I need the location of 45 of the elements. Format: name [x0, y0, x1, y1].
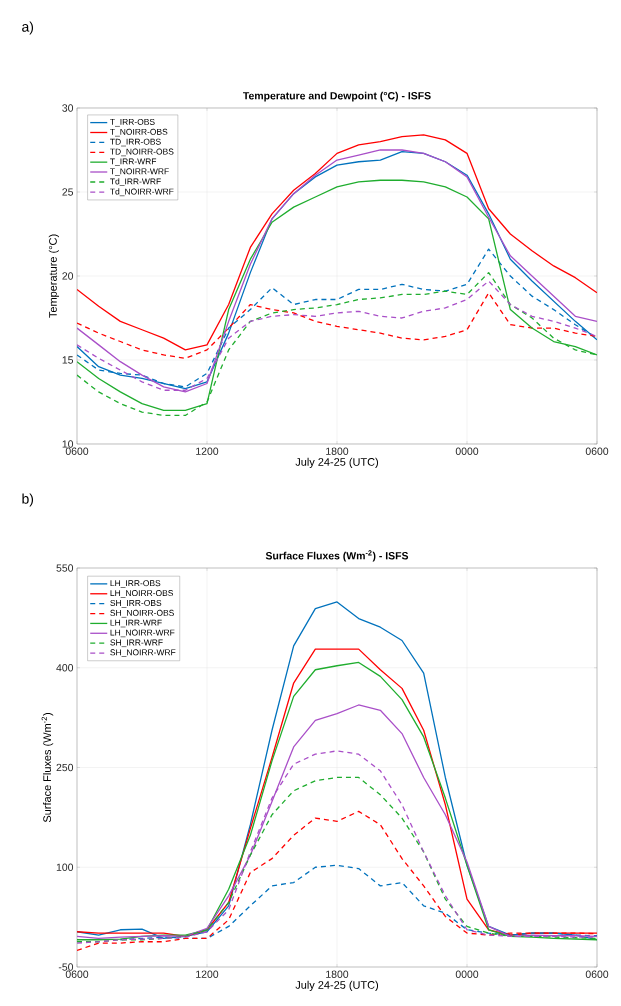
y-tick-label: -50 — [58, 963, 74, 971]
legend-label: SH_IRR-OBS — [110, 599, 162, 608]
legend-label: T_IRR-OBS — [110, 118, 155, 127]
x-tick-label: 0000 — [455, 970, 479, 978]
x-axis-title: July 24-25 (UTC) — [295, 980, 379, 991]
legend-label: LH_IRR-WRF — [110, 619, 162, 628]
y-tick-label: 15 — [62, 356, 74, 364]
x-axis-title: July 24-25 (UTC) — [295, 457, 379, 468]
chart-title: Surface Fluxes (Wm$^{-2}$) - ISFS — [265, 550, 409, 562]
y-axis-title: Surface Fluxes (Wm$^{-2}$) — [41, 713, 54, 823]
y-tick-label: 25 — [62, 188, 74, 196]
legend-label: T_IRR-WRF — [110, 158, 157, 166]
x-tick-label: 1200 — [196, 970, 219, 978]
x-tick-label: 0600 — [65, 970, 89, 978]
y-tick-label: 30 — [62, 104, 74, 112]
legend-label: SH_NOIRR-OBS — [110, 609, 174, 618]
x-tick-label: 0600 — [65, 447, 89, 455]
legend-label: TD_NOIRR-OBS — [110, 148, 174, 157]
legend-label: LH_NOIRR-WRF — [110, 629, 175, 638]
legend-label: SH_NOIRR-WRF — [110, 649, 176, 657]
y-tick-label: 100 — [56, 863, 74, 871]
legend-label: LH_NOIRR-OBS — [110, 590, 174, 598]
y-tick-label: 250 — [56, 763, 74, 772]
text: a) — [22, 21, 34, 35]
x-tick-label: 0600 — [585, 970, 609, 978]
legend-label: T_NOIRR-OBS — [110, 128, 168, 137]
x-tick-label: 1800 — [326, 970, 349, 978]
x-tick-label: 1200 — [196, 447, 219, 455]
legend-label: T_NOIRR-WRF — [110, 168, 169, 176]
line-series — [77, 292, 598, 359]
x-tick-label: 0600 — [585, 447, 609, 455]
y-tick-label: 550 — [56, 564, 74, 572]
legend-label: LH_IRR-OBS — [110, 580, 161, 588]
y-tick-label: 10 — [62, 440, 74, 448]
y-axis-title: Temperature (°C) — [48, 234, 59, 318]
x-tick-label: 1800 — [326, 447, 349, 455]
legend-label: Td_IRR-WRF — [110, 178, 161, 187]
legend-label: TD_IRR-OBS — [110, 138, 161, 147]
y-tick-label: 400 — [56, 664, 74, 672]
x-tick-label: 0000 — [455, 447, 479, 455]
y-tick-label: 20 — [62, 272, 74, 280]
legend-label: SH_IRR-WRF — [110, 639, 163, 648]
legend-label: Td_NOIRR-WRF — [110, 188, 174, 197]
chart-title: Temperature and Dewpoint (°C) - ISFS — [243, 91, 431, 102]
text: b) — [22, 493, 34, 507]
